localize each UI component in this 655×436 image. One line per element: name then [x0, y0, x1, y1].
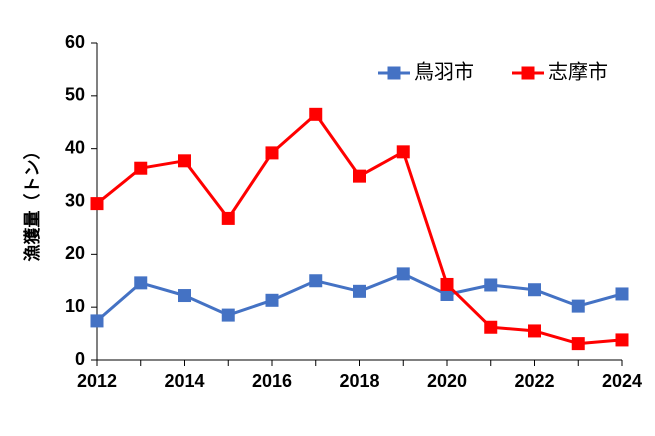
- data-point: [178, 289, 191, 303]
- data-point: [571, 299, 585, 313]
- data-point: [396, 145, 410, 159]
- x-tick-label: 2022: [514, 371, 554, 391]
- x-tick-label: 2016: [252, 371, 292, 391]
- x-tick-label: 2012: [77, 371, 117, 391]
- legend-marker: [387, 66, 401, 80]
- data-point: [615, 287, 629, 301]
- x-tick-label: 2020: [427, 371, 467, 391]
- data-point: [571, 337, 585, 351]
- legend-item-1: 鳥羽市: [378, 60, 474, 84]
- legend-marker: [521, 66, 535, 80]
- series-2: [90, 107, 629, 351]
- x-tick-label: 2018: [339, 371, 379, 391]
- data-point: [309, 274, 323, 288]
- data-point: [265, 293, 279, 307]
- legend-label: 鳥羽市: [414, 60, 474, 84]
- y-tick-label: 60: [65, 32, 85, 52]
- data-point: [265, 146, 279, 160]
- data-point: [221, 308, 235, 322]
- y-tick-label: 40: [65, 137, 85, 157]
- data-point: [90, 314, 104, 328]
- y-tick-label: 0: [75, 349, 85, 369]
- data-point: [440, 277, 454, 291]
- data-point: [484, 320, 498, 334]
- series-line: [96, 112, 623, 346]
- data-point: [309, 107, 323, 121]
- y-tick-label: 50: [65, 85, 85, 105]
- series-group: [90, 107, 629, 351]
- data-point: [178, 154, 191, 168]
- tick-labels: 0 10 20 30 40 50 60 2012 2014 2016 2018 2020 2022 202…: [65, 32, 642, 391]
- data-point: [615, 333, 629, 347]
- data-point: [134, 276, 148, 290]
- data-point: [528, 283, 541, 297]
- series-1: [90, 267, 629, 328]
- y-tick-label: 10: [65, 296, 85, 316]
- legend-label: 志摩市: [548, 60, 608, 84]
- legend-item-2: 志摩市: [512, 60, 608, 84]
- data-point: [528, 324, 541, 338]
- data-point: [90, 197, 104, 211]
- data-point: [353, 169, 366, 183]
- x-tick-label: 2014: [164, 371, 204, 391]
- data-point: [221, 211, 235, 225]
- data-point: [440, 287, 454, 301]
- axes: [91, 42, 623, 366]
- data-point: [484, 278, 498, 292]
- data-point: [396, 267, 410, 281]
- x-tick-label: 2024: [602, 371, 642, 391]
- data-point: [134, 161, 148, 175]
- data-point: [353, 284, 366, 298]
- y-tick-label: 20: [65, 243, 85, 263]
- y-axis-label: 漁獲量（トン）: [22, 143, 43, 262]
- legend: 鳥羽市 志摩市: [378, 60, 608, 84]
- y-tick-label: 30: [65, 190, 85, 210]
